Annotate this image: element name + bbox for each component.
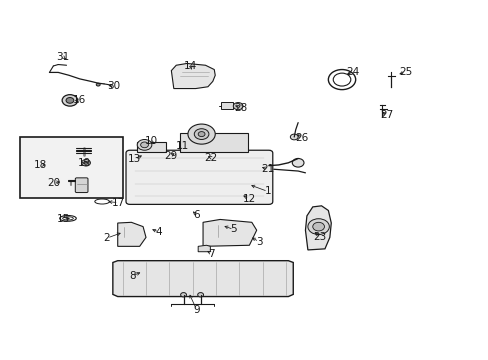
Text: 17: 17 bbox=[112, 198, 125, 208]
FancyBboxPatch shape bbox=[75, 178, 88, 193]
Circle shape bbox=[233, 103, 243, 110]
Text: 9: 9 bbox=[193, 305, 200, 315]
Text: 24: 24 bbox=[346, 67, 359, 77]
Text: 8: 8 bbox=[129, 271, 135, 281]
Text: 18: 18 bbox=[34, 160, 47, 170]
Circle shape bbox=[81, 159, 90, 166]
Text: 21: 21 bbox=[261, 164, 274, 174]
Text: 14: 14 bbox=[184, 61, 197, 71]
Text: 1: 1 bbox=[264, 186, 271, 197]
Text: 27: 27 bbox=[380, 111, 393, 121]
Text: 12: 12 bbox=[242, 194, 256, 204]
FancyBboxPatch shape bbox=[126, 150, 272, 204]
Text: 23: 23 bbox=[313, 232, 326, 242]
Text: 13: 13 bbox=[128, 154, 141, 164]
Circle shape bbox=[96, 83, 100, 86]
Bar bbox=[221, 102, 233, 109]
Text: 11: 11 bbox=[175, 141, 188, 151]
Polygon shape bbox=[171, 63, 215, 89]
Text: 5: 5 bbox=[230, 225, 237, 234]
Polygon shape bbox=[198, 245, 210, 252]
Polygon shape bbox=[113, 261, 293, 297]
Polygon shape bbox=[180, 134, 248, 152]
Circle shape bbox=[62, 95, 78, 106]
Circle shape bbox=[292, 158, 304, 167]
Circle shape bbox=[137, 139, 152, 150]
Text: 25: 25 bbox=[398, 67, 411, 77]
Text: 29: 29 bbox=[163, 150, 177, 161]
Circle shape bbox=[290, 134, 298, 140]
Text: 7: 7 bbox=[208, 248, 215, 258]
Text: 28: 28 bbox=[233, 103, 247, 113]
FancyBboxPatch shape bbox=[20, 137, 122, 198]
Text: 6: 6 bbox=[193, 210, 200, 220]
Text: 15: 15 bbox=[57, 214, 70, 224]
Text: 19: 19 bbox=[78, 158, 91, 168]
Text: 16: 16 bbox=[73, 95, 86, 105]
Polygon shape bbox=[305, 206, 330, 250]
Text: 20: 20 bbox=[47, 177, 60, 188]
Text: 3: 3 bbox=[255, 237, 262, 247]
Circle shape bbox=[198, 132, 204, 136]
Circle shape bbox=[66, 98, 74, 103]
Circle shape bbox=[194, 129, 208, 139]
Circle shape bbox=[307, 219, 329, 234]
Polygon shape bbox=[203, 220, 256, 246]
Text: 30: 30 bbox=[107, 81, 120, 91]
Circle shape bbox=[84, 161, 88, 164]
Circle shape bbox=[312, 222, 324, 231]
Polygon shape bbox=[118, 222, 146, 246]
Circle shape bbox=[180, 293, 186, 297]
Text: 22: 22 bbox=[204, 153, 218, 163]
Circle shape bbox=[187, 124, 215, 144]
Polygon shape bbox=[137, 142, 166, 152]
Text: 10: 10 bbox=[144, 136, 157, 146]
Text: 4: 4 bbox=[156, 227, 162, 237]
Text: 31: 31 bbox=[57, 52, 70, 62]
Text: 2: 2 bbox=[103, 233, 110, 243]
Circle shape bbox=[141, 142, 148, 148]
Circle shape bbox=[197, 293, 203, 297]
Text: 26: 26 bbox=[295, 133, 308, 143]
